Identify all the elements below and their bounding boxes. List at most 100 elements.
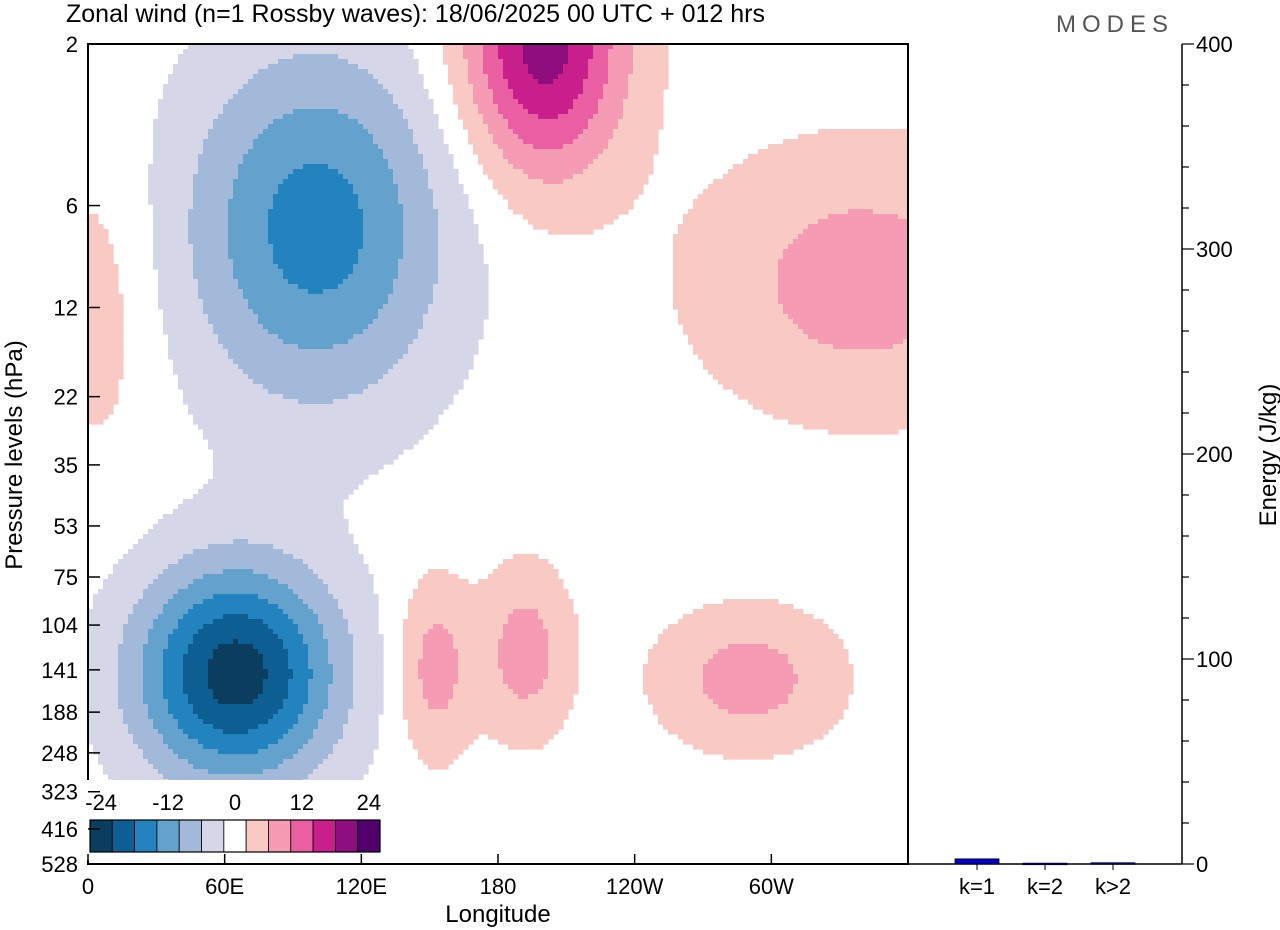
heatmap-cell	[673, 249, 679, 255]
heatmap-cell	[738, 214, 744, 220]
heatmap-cell	[593, 139, 599, 145]
heatmap-cell	[413, 84, 419, 90]
heatmap-cell	[793, 144, 799, 150]
heatmap-cell	[393, 64, 399, 70]
heatmap-cell	[403, 59, 409, 65]
heatmap-cell	[173, 219, 179, 225]
heatmap-cell	[418, 259, 424, 265]
heatmap-cell	[293, 254, 299, 260]
heatmap-cell	[473, 79, 479, 85]
heatmap-cell	[563, 64, 569, 70]
heatmap-cell	[683, 224, 689, 230]
heatmap-cell	[373, 79, 379, 85]
heatmap-cell	[578, 94, 584, 100]
heatmap-cell	[368, 219, 374, 225]
heatmap-cell	[423, 199, 429, 205]
heatmap-cell	[688, 244, 694, 250]
heatmap-cell	[823, 134, 829, 140]
heatmap-cell	[388, 199, 394, 205]
heatmap-cell	[98, 259, 104, 265]
heatmap-cell	[258, 134, 264, 140]
heatmap-cell	[358, 224, 364, 230]
heatmap-cell	[608, 149, 614, 155]
heatmap-cell	[338, 149, 344, 155]
heatmap-cell	[453, 179, 459, 185]
heatmap-cell	[503, 94, 509, 100]
heatmap-cell	[898, 244, 904, 250]
heatmap-cell	[228, 179, 234, 185]
heatmap-cell	[303, 64, 309, 70]
heatmap-cell	[328, 184, 334, 190]
heatmap-cell	[833, 224, 839, 230]
heatmap-cell	[248, 124, 254, 130]
heatmap-cell	[168, 189, 174, 195]
heatmap-cell	[588, 69, 594, 75]
heatmap-cell	[653, 69, 659, 75]
heatmap-cell	[298, 224, 304, 230]
heatmap-cell	[158, 154, 164, 160]
heatmap-cell	[653, 124, 659, 130]
heatmap-cell	[858, 209, 864, 215]
heatmap-cell	[503, 134, 509, 140]
heatmap-cell	[243, 199, 249, 205]
heatmap-cell	[563, 109, 569, 115]
heatmap-cell	[578, 89, 584, 95]
heatmap-cell	[298, 159, 304, 165]
heatmap-cell	[593, 89, 599, 95]
heatmap-cell	[623, 89, 629, 95]
heatmap-cell	[893, 229, 899, 235]
heatmap-cell	[333, 49, 339, 55]
heatmap-cell	[848, 259, 854, 265]
heatmap-cell	[718, 199, 724, 205]
heatmap-cell	[638, 114, 644, 120]
heatmap-cell	[343, 59, 349, 65]
heatmap-cell	[258, 159, 264, 165]
heatmap-cell	[173, 134, 179, 140]
heatmap-cell	[283, 234, 289, 240]
heatmap-cell	[178, 94, 184, 100]
heatmap-cell	[483, 169, 489, 175]
heatmap-cell	[628, 134, 634, 140]
heatmap-cell	[408, 239, 414, 245]
heatmap-cell	[203, 134, 209, 140]
heatmap-cell	[418, 214, 424, 220]
heatmap-cell	[313, 134, 319, 140]
heatmap-cell	[503, 179, 509, 185]
heatmap-cell	[333, 209, 339, 215]
heatmap-cell	[818, 174, 824, 180]
heatmap-cell	[418, 79, 424, 85]
heatmap-cell	[403, 144, 409, 150]
heatmap-cell	[193, 89, 199, 95]
heatmap-cell	[868, 214, 874, 220]
heatmap-cell	[268, 219, 274, 225]
heatmap-cell	[323, 134, 329, 140]
heatmap-cell	[823, 199, 829, 205]
heatmap-cell	[773, 234, 779, 240]
heatmap-cell	[898, 164, 904, 170]
heatmap-cell	[178, 59, 184, 65]
heatmap-cell	[823, 259, 829, 265]
heatmap-cell	[563, 104, 569, 110]
heatmap-cell	[573, 169, 579, 175]
heatmap-cell	[513, 89, 519, 95]
heatmap-cell	[243, 149, 249, 155]
heatmap-cell	[568, 104, 574, 110]
heatmap-cell	[408, 174, 414, 180]
heatmap-cell	[528, 94, 534, 100]
heatmap-cell	[893, 219, 899, 225]
heatmap-cell	[903, 129, 908, 135]
heatmap-cell	[318, 144, 324, 150]
heatmap-cell	[258, 59, 264, 65]
heatmap-cell	[733, 169, 739, 175]
heatmap-cell	[363, 234, 369, 240]
heatmap-cell	[348, 234, 354, 240]
heatmap-cell	[358, 254, 364, 260]
heatmap-cell	[643, 169, 649, 175]
heatmap-cell	[803, 194, 809, 200]
heatmap-cell	[818, 209, 824, 215]
heatmap-cell	[433, 144, 439, 150]
heatmap-cell	[203, 114, 209, 120]
heatmap-cell	[853, 214, 859, 220]
heatmap-cell	[228, 199, 234, 205]
heatmap-cell	[558, 229, 564, 235]
